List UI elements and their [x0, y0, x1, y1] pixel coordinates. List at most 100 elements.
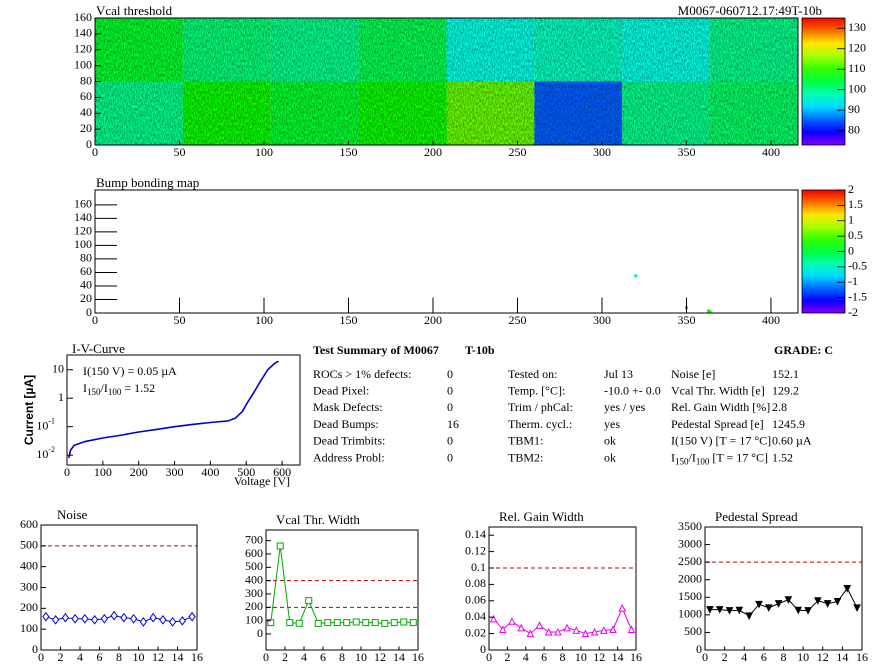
x-tick-label: 4 — [523, 650, 529, 664]
pixel — [708, 310, 712, 313]
x-tick-label: 8 — [781, 650, 787, 664]
summary-label: Rel. Gain Width [%] — [671, 400, 770, 414]
series-line — [709, 587, 858, 617]
colorbar-label: -1.5 — [848, 289, 867, 303]
y-tick-label: 120 — [74, 42, 92, 56]
y-tick-label: 0.04 — [465, 609, 486, 623]
marker — [554, 627, 562, 636]
x-tick-label: 200 — [130, 465, 148, 479]
marker — [120, 612, 128, 623]
y-tick-label: 0 — [480, 642, 486, 656]
y-tick-label: 0.14 — [465, 527, 486, 541]
colorbar-label: 2 — [848, 182, 854, 196]
frame — [66, 354, 301, 466]
text-part: -1 — [48, 417, 55, 426]
colorbar-label: -0.5 — [848, 259, 867, 273]
chart-label: M0067-060712.17:49T-10b — [678, 3, 822, 18]
y-tick-label: 1000 — [678, 607, 702, 621]
colorbar — [801, 17, 846, 146]
x-axis-label: Voltage [V] — [234, 474, 290, 488]
chart-title: Vcal Thr. Width — [276, 512, 360, 527]
x-tick-label: 14 — [612, 650, 624, 664]
x-tick-label: 16 — [191, 650, 203, 664]
x-tick-label: 200 — [424, 313, 442, 327]
marker — [814, 597, 822, 605]
x-tick-label: 6 — [761, 650, 767, 664]
summary-label: Noise [e] — [671, 367, 715, 381]
y-tick-label: 120 — [74, 224, 92, 238]
y-tick-label: 500 — [684, 624, 702, 638]
marker — [295, 619, 303, 627]
marker — [715, 606, 724, 614]
summary-value: 129.2 — [772, 383, 799, 397]
summary-value: 0 — [447, 450, 453, 464]
x-tick-label: 0 — [486, 650, 492, 664]
summary-label: Therm. cycl.: — [508, 417, 572, 431]
summary-value: 1245.9 — [772, 417, 805, 431]
marker — [498, 625, 507, 633]
y-tick-label: 60 — [80, 264, 92, 278]
x-tick-label: 14 — [393, 650, 405, 664]
y-tick-label: 300 — [20, 579, 38, 593]
marker — [755, 600, 763, 609]
y-tick-label: 200 — [20, 600, 38, 614]
marker — [130, 613, 138, 624]
marker — [381, 619, 389, 627]
marker — [178, 615, 186, 626]
y-tick-label: 80 — [80, 251, 92, 265]
marker — [590, 627, 599, 636]
series-line — [45, 615, 193, 623]
colorbar-label: 90 — [848, 102, 860, 116]
module-id: T-10b — [465, 343, 495, 357]
marker — [333, 619, 341, 627]
marker — [188, 611, 196, 622]
text-part: 150 — [675, 457, 689, 467]
x-tick-label: 200 — [424, 145, 442, 159]
x-tick-label: 12 — [374, 650, 386, 664]
x-tick-label: 14 — [172, 650, 184, 664]
pixel — [706, 309, 710, 313]
chart-title: Vcal threshold — [96, 3, 173, 18]
x-tick-label: 300 — [593, 145, 611, 159]
x-tick-label: 2 — [58, 650, 64, 664]
marker — [853, 604, 861, 612]
text-part: 10 — [36, 447, 48, 461]
marker — [286, 619, 294, 627]
marker — [343, 619, 351, 627]
summary-label: Trim / phCal: — [508, 400, 573, 414]
x-tick-label: 8 — [339, 650, 345, 664]
summary-value: 0 — [447, 367, 453, 381]
y-tick-label: 600 — [245, 546, 263, 560]
x-tick-label: 10 — [797, 650, 809, 664]
marker — [267, 619, 275, 627]
summary-value: ok — [604, 434, 616, 448]
x-tick-label: 0 — [263, 650, 269, 664]
y-tick-label: 0.02 — [465, 625, 486, 639]
x-tick-label: 100 — [94, 465, 112, 479]
series-line — [270, 545, 414, 624]
y-tick-label: 160 — [74, 10, 92, 24]
summary-label: Dead Bumps: — [313, 417, 379, 431]
marker — [400, 618, 408, 626]
x-tick-label: 4 — [741, 650, 747, 664]
x-tick-label: 600 — [273, 465, 291, 479]
summary-label: Mask Defects: — [313, 400, 383, 414]
y-tick-label: 2500 — [678, 554, 702, 568]
summary-value: 0 — [447, 400, 453, 414]
y-tick-label: 600 — [20, 517, 38, 531]
marker — [61, 612, 69, 623]
marker — [139, 617, 147, 627]
x-tick-label: 400 — [201, 465, 219, 479]
x-tick-label: 50 — [173, 313, 185, 327]
y-tick-label: 40 — [80, 105, 92, 119]
series-line — [68, 360, 279, 459]
marker — [526, 629, 535, 638]
y-tick-label: 10-1 — [36, 417, 55, 433]
marker — [276, 542, 284, 550]
y-tick-label: 100 — [245, 612, 263, 626]
marker — [489, 614, 498, 623]
y-tick-label: 0 — [257, 626, 263, 640]
summary-label: Temp. [°C]: — [508, 383, 565, 397]
marker — [833, 598, 842, 606]
